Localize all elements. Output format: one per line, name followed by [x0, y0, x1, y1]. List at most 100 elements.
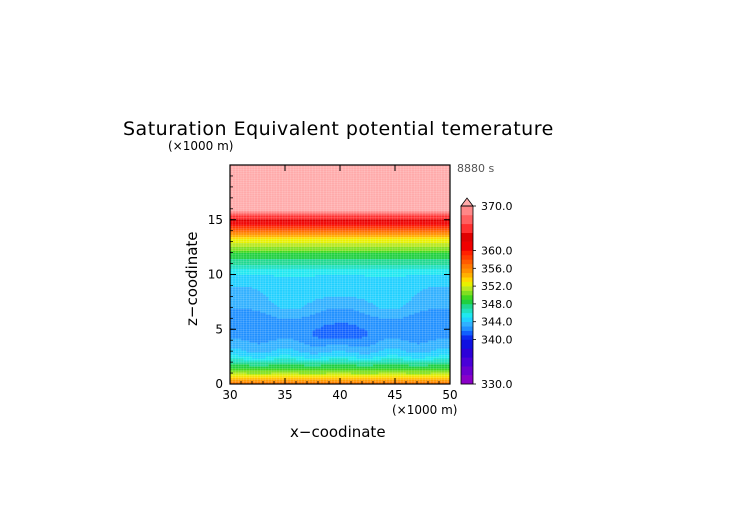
- field-cell: [276, 322, 280, 325]
- field-cell: [331, 264, 335, 267]
- field-cell: [268, 352, 272, 355]
- field-cell: [326, 382, 330, 384]
- field-cell: [342, 308, 346, 311]
- field-cell: [318, 340, 322, 343]
- field-cell: [329, 314, 333, 317]
- field-cell: [334, 268, 338, 271]
- field-cell: [285, 296, 289, 299]
- field-cell: [373, 356, 377, 359]
- field-cell: [359, 266, 363, 269]
- field-cell: [392, 292, 396, 295]
- field-cell: [353, 354, 357, 357]
- field-cell: [279, 298, 283, 301]
- field-cell: [230, 374, 234, 377]
- field-cell: [439, 334, 443, 337]
- field-cell: [232, 372, 236, 375]
- field-cell: [318, 310, 322, 313]
- field-cell: [287, 342, 291, 345]
- field-cell: [419, 294, 423, 297]
- field-cell: [373, 360, 377, 363]
- field-cell: [238, 318, 242, 321]
- field-cell: [241, 294, 245, 297]
- field-cell: [309, 302, 313, 305]
- field-cell: [326, 320, 330, 323]
- field-cell: [386, 382, 390, 384]
- field-cell: [439, 284, 443, 287]
- field-cell: [430, 330, 434, 333]
- field-cell: [414, 282, 418, 285]
- field-cell: [425, 378, 429, 381]
- field-cell: [241, 288, 245, 291]
- field-cell: [356, 370, 360, 373]
- field-cell: [384, 320, 388, 323]
- field-cell: [260, 344, 264, 347]
- field-cell: [304, 308, 308, 311]
- field-cell: [276, 364, 280, 367]
- field-cell: [433, 284, 437, 287]
- field-cell: [389, 294, 393, 297]
- field-cell: [408, 314, 412, 317]
- field-cell: [348, 300, 352, 303]
- field-cell: [406, 358, 410, 361]
- field-cell: [293, 366, 297, 369]
- field-cell: [315, 292, 319, 295]
- field-cell: [395, 332, 399, 335]
- field-cell: [414, 278, 418, 281]
- field-cell: [406, 274, 410, 277]
- field-cell: [444, 370, 448, 373]
- field-cell: [353, 282, 357, 285]
- field-cell: [260, 338, 264, 341]
- field-cell: [326, 268, 330, 271]
- field-cell: [370, 326, 374, 329]
- field-cell: [428, 326, 432, 329]
- field-cell: [238, 382, 242, 384]
- field-cell: [298, 282, 302, 285]
- field-cell: [400, 352, 404, 355]
- field-cell: [408, 330, 412, 333]
- field-cell: [309, 338, 313, 341]
- field-cell: [307, 372, 311, 375]
- field-cell: [342, 354, 346, 357]
- field-cell: [367, 278, 371, 281]
- field-cell: [447, 272, 450, 275]
- field-cell: [351, 278, 355, 281]
- field-cell: [265, 276, 269, 279]
- field-cell: [378, 344, 382, 347]
- field-cell: [378, 318, 382, 321]
- field-cell: [282, 328, 286, 331]
- field-cell: [235, 284, 239, 287]
- field-cell: [287, 374, 291, 377]
- field-cell: [326, 368, 330, 371]
- field-cell: [359, 324, 363, 327]
- field-cell: [370, 352, 374, 355]
- field-cell: [320, 316, 324, 319]
- field-cell: [342, 286, 346, 289]
- field-cell: [309, 272, 313, 275]
- field-cell: [298, 284, 302, 287]
- field-cell: [323, 302, 327, 305]
- field-cell: [425, 302, 429, 305]
- field-cell: [439, 308, 443, 311]
- field-cell: [384, 274, 388, 277]
- field-cell: [268, 324, 272, 327]
- field-cell: [323, 340, 327, 343]
- field-cell: [406, 300, 410, 303]
- field-cell: [254, 294, 258, 297]
- field-cell: [441, 378, 445, 381]
- field-cell: [271, 354, 275, 357]
- field-cell: [370, 368, 374, 371]
- field-cell: [260, 358, 264, 361]
- field-cell: [285, 344, 289, 347]
- field-cell: [422, 324, 426, 327]
- field-cell: [340, 262, 344, 265]
- field-cell: [422, 294, 426, 297]
- field-cell: [425, 350, 429, 353]
- field-cell: [309, 350, 313, 353]
- field-cell: [345, 348, 349, 351]
- field-cell: [395, 370, 399, 373]
- field-cell: [422, 328, 426, 331]
- field-cell: [362, 278, 366, 281]
- field-cell: [433, 310, 437, 313]
- field-cell: [243, 320, 247, 323]
- field-cell: [309, 334, 313, 337]
